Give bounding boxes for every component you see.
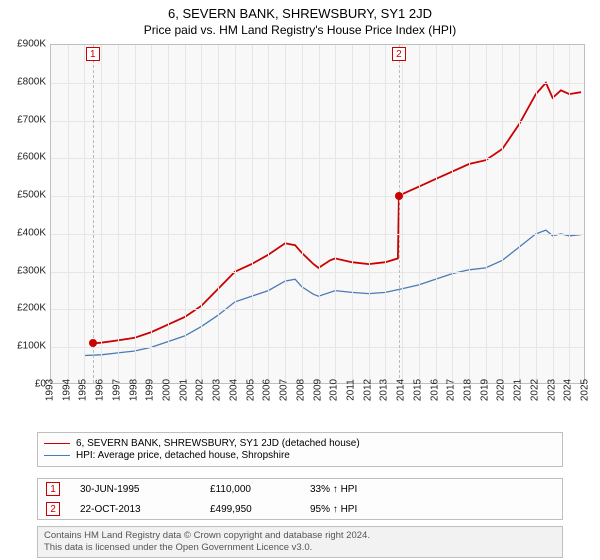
plot-area: 12: [50, 44, 585, 384]
transactions-table: 1 30-JUN-1995 £110,000 33% ↑ HPI 2 22-OCT-201…: [37, 478, 563, 520]
y-axis-tick: £100K: [0, 341, 46, 352]
row-marker: 1: [46, 482, 60, 496]
x-axis-tick: 2020: [496, 379, 507, 401]
y-axis-tick: £0: [0, 379, 46, 390]
legend-item: 6, SEVERN BANK, SHREWSBURY, SY1 2JD (det…: [44, 438, 556, 449]
event-point: [89, 339, 97, 347]
legend-swatch: [44, 443, 70, 444]
x-axis-tick: 2008: [295, 379, 306, 401]
x-axis-tick: 2013: [379, 379, 390, 401]
event-guideline: [399, 45, 400, 383]
x-axis-tick: 2022: [529, 379, 540, 401]
y-axis-tick: £900K: [0, 39, 46, 50]
x-axis-tick: 1999: [145, 379, 156, 401]
y-axis-tick: £700K: [0, 114, 46, 125]
x-axis-tick: 1997: [111, 379, 122, 401]
footnote-line: Contains HM Land Registry data © Crown c…: [44, 530, 556, 542]
x-axis-tick: 1996: [95, 379, 106, 401]
row-pct: 95% ↑ HPI: [310, 504, 400, 515]
footnote-line: This data is licensed under the Open Gov…: [44, 542, 556, 554]
x-axis-tick: 2001: [178, 379, 189, 401]
series-hpi: [84, 230, 581, 355]
event-marker: 1: [86, 47, 100, 61]
page-title: 6, SEVERN BANK, SHREWSBURY, SY1 2JD: [0, 6, 600, 21]
x-axis-tick: 2025: [580, 379, 591, 401]
chart: 12 £0£100K£200K£300K£400K£500K£600K£700K…: [0, 44, 600, 424]
legend: 6, SEVERN BANK, SHREWSBURY, SY1 2JD (det…: [37, 432, 563, 467]
table-row: 2 22-OCT-2013 £499,950 95% ↑ HPI: [38, 499, 562, 519]
x-axis-tick: 2006: [262, 379, 273, 401]
y-axis-tick: £200K: [0, 303, 46, 314]
x-axis-tick: 2009: [312, 379, 323, 401]
row-pct: 33% ↑ HPI: [310, 484, 400, 495]
page-subtitle: Price paid vs. HM Land Registry's House …: [0, 23, 600, 37]
x-axis-tick: 2012: [362, 379, 373, 401]
x-axis-tick: 1993: [45, 379, 56, 401]
x-axis-tick: 2023: [546, 379, 557, 401]
row-date: 30-JUN-1995: [80, 484, 190, 495]
x-axis-tick: 2010: [329, 379, 340, 401]
y-axis-tick: £400K: [0, 227, 46, 238]
event-guideline: [93, 45, 94, 383]
x-axis-tick: 1998: [128, 379, 139, 401]
x-axis-tick: 2007: [279, 379, 290, 401]
x-axis-tick: 2000: [162, 379, 173, 401]
y-axis-tick: £600K: [0, 152, 46, 163]
y-axis-tick: £300K: [0, 265, 46, 276]
y-axis-tick: £500K: [0, 190, 46, 201]
x-axis-tick: 1995: [78, 379, 89, 401]
row-price: £110,000: [210, 484, 290, 495]
row-price: £499,950: [210, 504, 290, 515]
x-axis-tick: 2019: [479, 379, 490, 401]
x-axis-tick: 2021: [513, 379, 524, 401]
x-axis-tick: 2003: [212, 379, 223, 401]
x-axis-tick: 2017: [446, 379, 457, 401]
legend-label: HPI: Average price, detached house, Shro…: [76, 450, 290, 461]
x-axis-tick: 1994: [61, 379, 72, 401]
x-axis-tick: 2018: [462, 379, 473, 401]
x-axis-tick: 2002: [195, 379, 206, 401]
footnote: Contains HM Land Registry data © Crown c…: [37, 526, 563, 558]
legend-swatch: [44, 455, 70, 456]
legend-label: 6, SEVERN BANK, SHREWSBURY, SY1 2JD (det…: [76, 438, 360, 449]
event-point: [395, 192, 403, 200]
x-axis-tick: 2005: [245, 379, 256, 401]
event-marker: 2: [392, 47, 406, 61]
x-axis-tick: 2016: [429, 379, 440, 401]
x-axis-tick: 2004: [228, 379, 239, 401]
legend-item: HPI: Average price, detached house, Shro…: [44, 450, 556, 461]
table-row: 1 30-JUN-1995 £110,000 33% ↑ HPI: [38, 479, 562, 499]
x-axis-tick: 2011: [345, 379, 356, 401]
x-axis-tick: 2015: [412, 379, 423, 401]
series-property: [93, 83, 581, 344]
row-date: 22-OCT-2013: [80, 504, 190, 515]
y-axis-tick: £800K: [0, 76, 46, 87]
x-axis-tick: 2024: [563, 379, 574, 401]
x-axis-tick: 2014: [396, 379, 407, 401]
row-marker: 2: [46, 502, 60, 516]
